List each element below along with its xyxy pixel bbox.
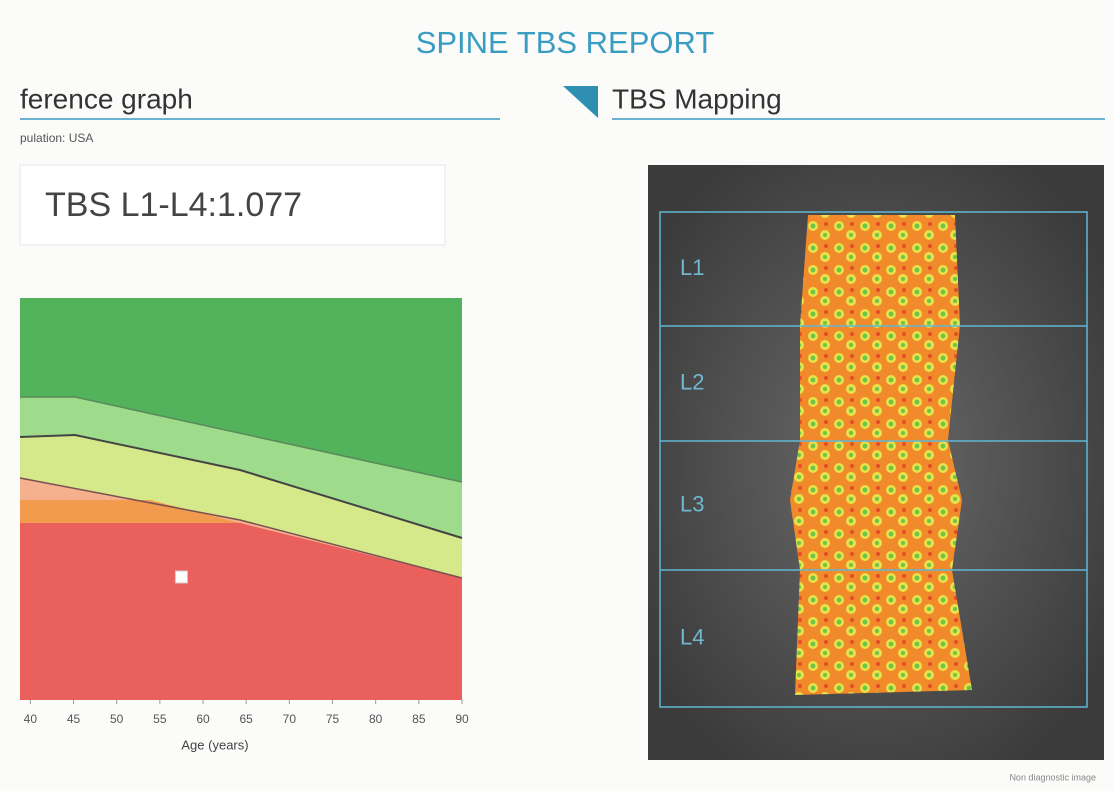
vertebra-label: L3 xyxy=(680,491,704,516)
x-tick-label: 50 xyxy=(110,712,124,726)
x-axis-label: Age (years) xyxy=(181,737,248,752)
x-tick-label: 75 xyxy=(326,712,340,726)
section-title: TBS Mapping xyxy=(612,83,782,114)
page: SPINE TBS REPORT ference graph pulation:… xyxy=(0,0,1114,786)
patient-point xyxy=(175,571,187,583)
report: SPINE TBS REPORT ference graph pulation:… xyxy=(0,0,1114,786)
vertebra-label: L4 xyxy=(680,624,704,649)
chart-area xyxy=(20,298,462,700)
x-tick-label: 40 xyxy=(24,712,38,726)
x-tick-label: 90 xyxy=(455,712,469,726)
x-tick-label: 80 xyxy=(369,712,383,726)
x-tick-label: 65 xyxy=(240,712,254,726)
x-tick-label: 60 xyxy=(196,712,210,726)
x-tick-label: 55 xyxy=(153,712,167,726)
section-title: ference graph xyxy=(20,83,193,114)
section-icon xyxy=(563,86,598,118)
footnote: Non diagnostic image xyxy=(1009,772,1096,782)
report-title: SPINE TBS REPORT xyxy=(416,25,715,60)
heat-map xyxy=(790,215,972,695)
x-tick-label: 70 xyxy=(283,712,297,726)
x-tick-label: 45 xyxy=(67,712,81,726)
vertebra-label: L1 xyxy=(680,255,704,280)
section-subtitle: pulation: USA xyxy=(20,131,93,145)
x-tick-label: 85 xyxy=(412,712,426,726)
value-text: TBS L1-L4:1.077 xyxy=(45,186,302,224)
vertebra-label: L2 xyxy=(680,369,704,394)
